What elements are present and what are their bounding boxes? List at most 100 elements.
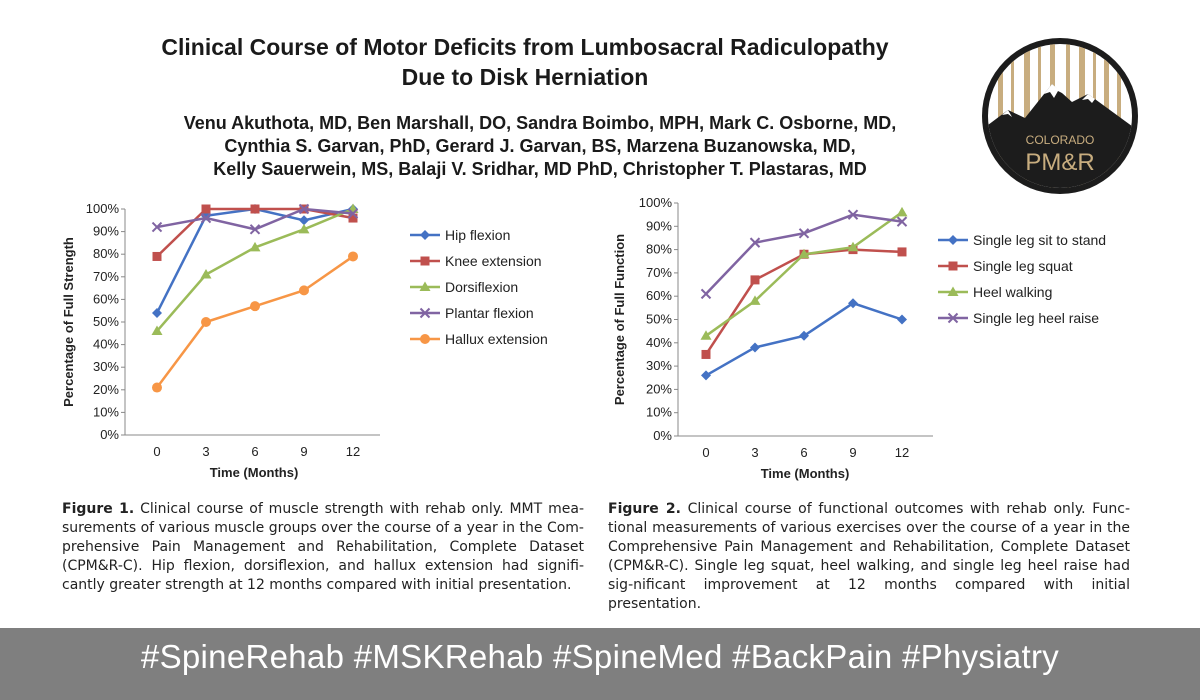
figure-1-text: Clinical course of muscle strength with … xyxy=(62,501,585,593)
y-tick-label: 60% xyxy=(93,291,119,306)
y-tick-label: 70% xyxy=(646,265,672,280)
series-single-leg-sit-to-stand xyxy=(701,298,907,381)
legend-marker xyxy=(947,286,959,296)
data-point xyxy=(701,349,711,359)
data-point xyxy=(700,288,712,300)
data-point xyxy=(250,204,260,214)
legend-marker xyxy=(419,281,431,291)
data-point xyxy=(151,221,163,233)
data-point xyxy=(848,298,858,309)
data-point xyxy=(799,330,809,341)
logo-text-pmr: PM&R xyxy=(1025,149,1094,176)
data-point xyxy=(152,382,162,393)
x-tick-label: 3 xyxy=(202,444,209,459)
legend-label: Dorsiflexion xyxy=(445,279,518,295)
hashtag-footer: #SpineRehab #MSKRehab #SpineMed #BackPai… xyxy=(0,628,1200,700)
series-heel-walking xyxy=(700,206,908,340)
data-point xyxy=(298,223,310,234)
y-tick-label: 10% xyxy=(646,405,672,420)
data-point xyxy=(152,251,162,261)
y-tick-label: 20% xyxy=(646,381,672,396)
data-point xyxy=(750,275,760,285)
legend-entry: Plantar flexion xyxy=(410,305,534,321)
data-point xyxy=(299,285,309,296)
data-point xyxy=(847,209,859,220)
y-axis-title: Percentage of Full Strength xyxy=(61,237,76,407)
series-single-leg-heel-raise xyxy=(700,209,908,300)
y-tick-label: 100% xyxy=(86,201,120,216)
data-point xyxy=(896,206,908,217)
data-point xyxy=(897,247,907,257)
data-point xyxy=(201,317,211,327)
legend-label: Knee extension xyxy=(445,253,542,269)
legend-entry: Single leg sit to stand xyxy=(938,232,1106,248)
legend-marker xyxy=(420,230,430,240)
y-tick-label: 100% xyxy=(639,195,673,210)
data-point xyxy=(200,269,212,279)
x-tick-label: 12 xyxy=(346,444,360,459)
legend-marker xyxy=(948,235,958,245)
series-hallux-extension xyxy=(152,251,358,393)
x-tick-label: 3 xyxy=(751,445,758,460)
y-tick-label: 0% xyxy=(653,428,672,443)
x-tick-label: 12 xyxy=(895,445,909,460)
legend-entry: Single leg squat xyxy=(938,258,1073,274)
data-point xyxy=(798,248,810,259)
figure-2-text: Clinical course of functional outcomes w… xyxy=(608,501,1131,612)
legend-entry: Heel walking xyxy=(938,284,1052,300)
y-tick-label: 50% xyxy=(646,312,672,327)
x-tick-label: 9 xyxy=(300,444,307,459)
data-point xyxy=(200,212,212,224)
series-plantar-flexion xyxy=(151,203,359,235)
author-list: Venu Akuthota, MD, Ben Marshall, DO, San… xyxy=(60,112,1020,181)
data-point xyxy=(250,301,260,312)
strength-chart: 0% 10% 20% 30% 40% 50% 60% 70% 80% 90% 100% 0 3 6 9 12 T… xyxy=(61,201,548,480)
y-tick-label: 30% xyxy=(646,358,672,373)
data-point xyxy=(348,213,358,223)
series-knee-extension xyxy=(152,204,358,261)
legend-label: Single leg heel raise xyxy=(973,310,1099,326)
legend-entry: Single leg heel raise xyxy=(938,310,1099,326)
y-tick-label: 70% xyxy=(93,269,119,284)
legend-entry: Knee extension xyxy=(410,253,542,269)
y-tick-label: 90% xyxy=(93,224,119,239)
x-tick-label: 6 xyxy=(800,445,807,460)
data-point xyxy=(152,307,162,318)
data-point xyxy=(847,241,859,252)
y-tick-label: 80% xyxy=(646,242,672,257)
data-point xyxy=(897,314,907,325)
data-point xyxy=(798,228,810,239)
authors-line-2: Cynthia S. Garvan, PhD, Gerard J. Garvan… xyxy=(224,136,856,156)
data-point xyxy=(347,208,359,219)
data-point xyxy=(749,295,761,305)
data-point xyxy=(249,224,261,235)
legend-marker xyxy=(419,307,431,319)
legend-label: Single leg sit to stand xyxy=(973,232,1106,248)
poster-title: Clinical Course of Motor Deficits from L… xyxy=(60,32,990,92)
y-tick-label: 60% xyxy=(646,288,672,303)
data-point xyxy=(299,215,309,226)
legend-label: Hip flexion xyxy=(445,227,510,243)
y-tick-label: 40% xyxy=(646,335,672,350)
logo-text-colorado: COLORADO xyxy=(1026,133,1095,147)
legend-marker xyxy=(420,256,430,266)
series-single-leg-squat xyxy=(701,245,907,359)
data-point xyxy=(701,370,711,381)
figure-1-caption: Figure 1. Clinical course of muscle stre… xyxy=(62,500,584,595)
legend-marker xyxy=(948,261,958,271)
data-point xyxy=(700,330,712,340)
x-axis-title: Time (Months) xyxy=(761,466,850,481)
authors-line-1: Venu Akuthota, MD, Ben Marshall, DO, San… xyxy=(183,113,897,133)
x-tick-label: 6 xyxy=(251,444,258,459)
y-tick-label: 0% xyxy=(100,427,119,442)
x-tick-label: 0 xyxy=(153,444,160,459)
legend-entry: Hip flexion xyxy=(410,227,510,243)
data-point xyxy=(749,237,761,248)
y-tick-label: 30% xyxy=(93,359,119,374)
authors-line-3: Kelly Sauerwein, MS, Balaji V. Sridhar, … xyxy=(213,159,867,179)
y-tick-label: 20% xyxy=(93,382,119,397)
legend-label: Plantar flexion xyxy=(445,305,534,321)
data-point xyxy=(750,342,760,353)
x-tick-label: 9 xyxy=(849,445,856,460)
title-line-1: Clinical Course of Motor Deficits from L… xyxy=(161,34,889,60)
